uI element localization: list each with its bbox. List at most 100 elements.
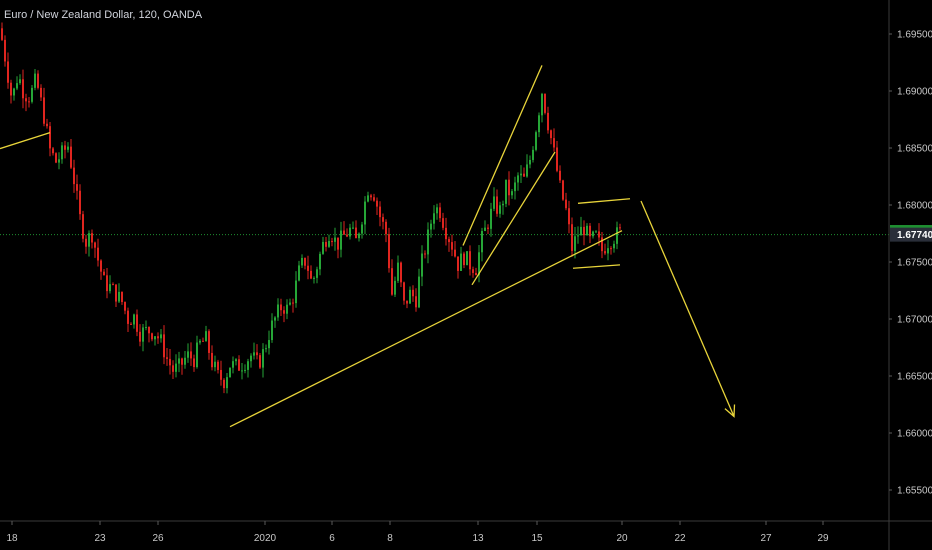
candle — [397, 255, 399, 283]
candle — [454, 241, 456, 258]
candle-body — [454, 249, 456, 257]
candle — [13, 87, 15, 101]
candle — [556, 141, 558, 173]
candle-body — [277, 304, 279, 318]
x-tick-label: 20 — [616, 533, 628, 544]
candle-body — [265, 348, 267, 350]
candle-body — [607, 248, 609, 254]
candle — [427, 222, 429, 264]
price-tag-box — [890, 227, 932, 242]
candle — [175, 354, 177, 378]
candle — [328, 234, 330, 248]
trendline[interactable] — [471, 151, 556, 286]
candle-body — [517, 175, 519, 183]
candle — [121, 291, 123, 305]
candle-body — [325, 241, 327, 247]
candle — [211, 345, 213, 371]
forecast-arrow[interactable] — [640, 200, 735, 417]
candle — [331, 237, 333, 247]
candle — [586, 223, 588, 236]
candle-body — [109, 284, 111, 292]
candle — [154, 335, 156, 346]
trendline[interactable] — [462, 65, 543, 246]
candle — [160, 328, 162, 343]
candle-body — [127, 310, 129, 324]
candle — [493, 187, 495, 212]
candle — [424, 250, 426, 259]
candle-body — [472, 269, 474, 273]
candle — [196, 335, 198, 369]
candle — [319, 251, 321, 276]
candle-body — [586, 225, 588, 236]
y-tick-label: 1.67500 — [897, 258, 932, 269]
candle-body — [331, 241, 333, 243]
candle-body — [25, 98, 27, 102]
candle-body — [10, 82, 12, 96]
candle — [37, 70, 39, 90]
candle-body — [379, 206, 381, 218]
candle-body — [37, 73, 39, 88]
candle — [112, 282, 114, 286]
candle — [241, 362, 243, 380]
candle-body — [289, 302, 291, 305]
candle-body — [211, 352, 213, 368]
candle — [280, 298, 282, 317]
candle-body — [280, 304, 282, 311]
candle-body — [319, 253, 321, 270]
candle-body — [388, 234, 390, 269]
time-axis[interactable]: 18 23 26 2020 6 8 13 15 20 22 27 29 — [6, 521, 829, 544]
y-tick-label: 1.66000 — [897, 429, 932, 440]
x-tick-label: 6 — [329, 533, 335, 544]
candle — [529, 155, 531, 169]
candle-body — [187, 351, 189, 358]
candle-body — [418, 276, 420, 308]
price-axis[interactable]: 1.69500 1.69000 1.68500 1.68000 1.67500 1.670… — [889, 30, 932, 497]
candle-body — [574, 236, 576, 251]
candle — [565, 192, 567, 211]
candle — [10, 79, 12, 104]
candle-body — [235, 359, 237, 362]
candle — [505, 179, 507, 208]
candle-body — [493, 196, 495, 209]
candle-body — [535, 132, 537, 150]
candle — [142, 324, 144, 352]
candle — [532, 146, 534, 163]
candle — [223, 378, 225, 394]
candle-body — [232, 361, 234, 368]
candle — [463, 251, 465, 269]
candle-body — [52, 148, 54, 154]
candle — [298, 260, 300, 282]
candle — [346, 228, 348, 238]
candle-body — [499, 205, 501, 214]
candle-body — [334, 237, 336, 242]
trendline[interactable] — [577, 198, 631, 204]
candle-body — [481, 231, 483, 253]
candle-body — [598, 231, 600, 238]
x-tick-label: 22 — [674, 533, 686, 544]
y-tick-label: 1.67000 — [897, 315, 932, 326]
candle — [457, 256, 459, 279]
candle — [133, 313, 135, 329]
candle-body — [565, 199, 567, 209]
trendline[interactable] — [572, 264, 621, 269]
candle-body — [400, 262, 402, 283]
x-tick-label: 8 — [387, 533, 393, 544]
candle — [337, 237, 339, 259]
candle-body — [382, 217, 384, 222]
trendline[interactable] — [0, 131, 51, 150]
candle — [190, 342, 192, 366]
candle-body — [466, 251, 468, 266]
candle — [247, 358, 249, 378]
candle — [79, 184, 81, 220]
candle — [289, 298, 291, 306]
drawings-layer[interactable] — [0, 65, 736, 428]
trendline[interactable] — [229, 230, 623, 428]
candle — [310, 265, 312, 280]
candle — [127, 307, 129, 333]
candle — [361, 221, 363, 239]
candle — [202, 337, 204, 342]
candle — [343, 221, 345, 235]
candle-body — [502, 203, 504, 206]
candle — [178, 351, 180, 373]
